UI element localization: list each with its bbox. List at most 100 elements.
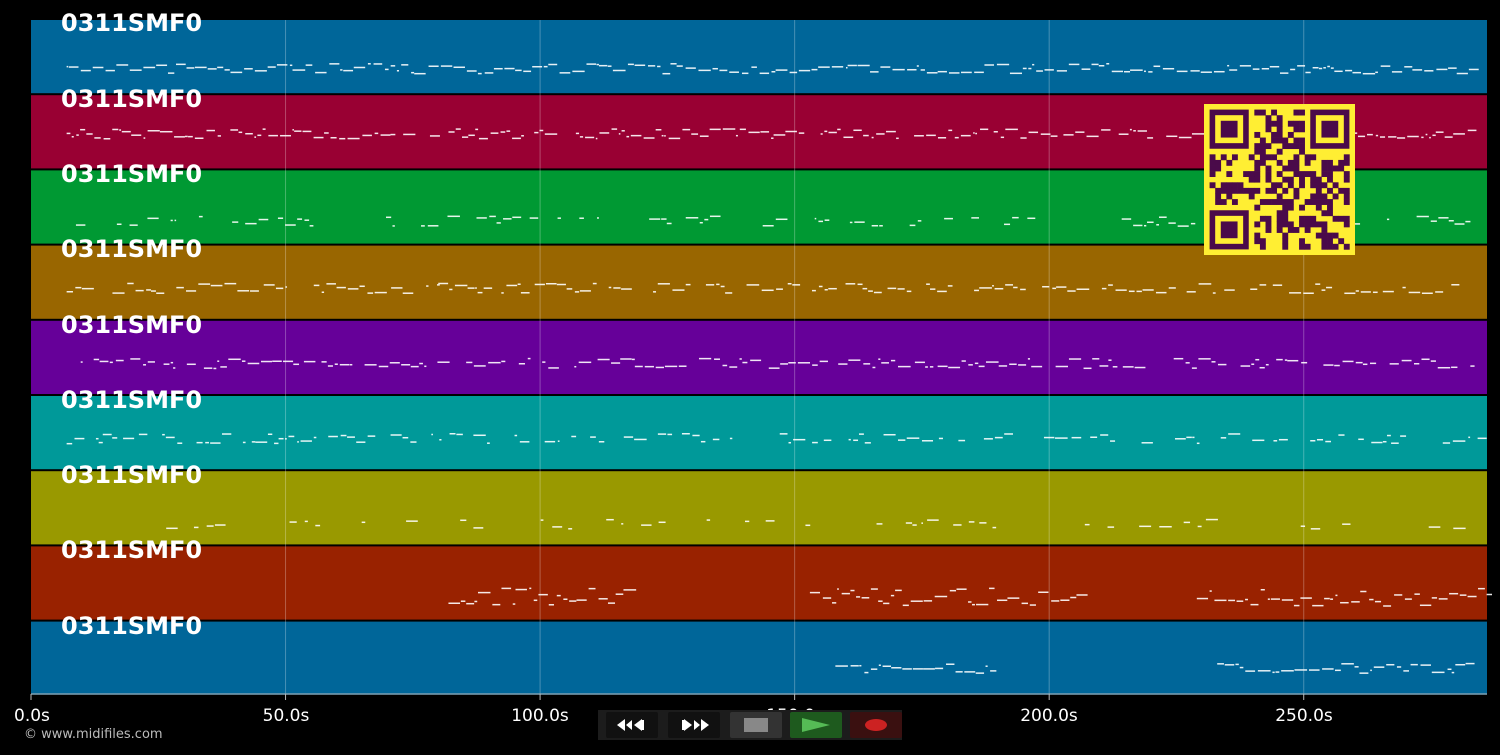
note-mark bbox=[313, 136, 324, 139]
note-mark bbox=[1009, 72, 1023, 75]
note-mark bbox=[523, 70, 532, 73]
note-mark bbox=[775, 69, 788, 71]
note-mark bbox=[515, 588, 527, 591]
note-mark bbox=[429, 135, 440, 137]
note-mark bbox=[1375, 134, 1379, 137]
qr-module bbox=[1287, 143, 1294, 150]
note-mark bbox=[1284, 359, 1288, 361]
qr-module bbox=[1310, 199, 1317, 205]
note-mark bbox=[232, 221, 239, 223]
qr-module bbox=[1215, 159, 1222, 166]
note-mark bbox=[1036, 70, 1043, 72]
note-mark bbox=[1431, 671, 1445, 674]
note-mark bbox=[198, 283, 211, 285]
note-mark bbox=[75, 224, 86, 226]
track-label: 0311SMF0 bbox=[61, 160, 203, 188]
note-mark bbox=[1173, 357, 1184, 360]
note-mark bbox=[1055, 365, 1068, 368]
note-mark bbox=[1424, 70, 1434, 72]
note-mark bbox=[1147, 221, 1154, 224]
note-mark bbox=[864, 671, 869, 674]
note-mark bbox=[186, 290, 197, 292]
note-mark bbox=[980, 128, 989, 131]
qr-module bbox=[1215, 187, 1222, 194]
note-mark bbox=[1449, 592, 1459, 595]
note-mark bbox=[159, 130, 173, 133]
note-mark bbox=[811, 68, 818, 71]
qr-module bbox=[1327, 199, 1333, 205]
note-mark bbox=[315, 524, 321, 527]
note-mark bbox=[557, 440, 560, 442]
record-button[interactable] bbox=[850, 712, 902, 738]
note-mark bbox=[976, 603, 989, 606]
note-mark bbox=[334, 363, 338, 365]
qr-module bbox=[1248, 154, 1255, 161]
qr-module bbox=[1231, 187, 1238, 194]
note-mark bbox=[1142, 289, 1154, 291]
qr-module bbox=[1226, 171, 1233, 178]
note-mark bbox=[623, 589, 637, 591]
note-mark bbox=[206, 525, 214, 527]
note-mark bbox=[1421, 292, 1433, 295]
qr-module bbox=[1248, 176, 1255, 183]
note-mark bbox=[349, 363, 353, 366]
qr-module bbox=[1327, 165, 1333, 172]
note-mark bbox=[1454, 223, 1465, 225]
qr-module bbox=[1293, 120, 1300, 127]
play-button[interactable] bbox=[790, 712, 842, 738]
note-mark bbox=[595, 137, 598, 140]
note-mark bbox=[518, 363, 526, 365]
qr-module bbox=[1299, 137, 1305, 144]
note-mark bbox=[406, 520, 418, 522]
stop-icon bbox=[744, 718, 768, 732]
note-mark bbox=[1431, 597, 1438, 599]
qr-module bbox=[1293, 137, 1300, 144]
fast-forward-button[interactable] bbox=[668, 712, 720, 738]
note-mark bbox=[477, 72, 482, 75]
note-mark bbox=[863, 363, 871, 365]
note-mark bbox=[1379, 136, 1386, 138]
note-mark bbox=[1357, 135, 1366, 138]
note-mark bbox=[1435, 291, 1444, 293]
qr-module bbox=[1343, 176, 1350, 183]
note-mark bbox=[92, 66, 104, 69]
stop-button[interactable] bbox=[730, 712, 782, 738]
qr-module bbox=[1343, 187, 1350, 194]
note-mark bbox=[339, 363, 350, 366]
note-mark bbox=[985, 361, 999, 363]
rewind-button[interactable] bbox=[606, 712, 658, 738]
note-mark bbox=[75, 286, 82, 289]
note-mark bbox=[74, 437, 85, 440]
note-mark bbox=[1318, 67, 1323, 70]
note-mark bbox=[414, 72, 426, 75]
qr-module bbox=[1287, 182, 1294, 189]
note-mark bbox=[868, 290, 873, 292]
note-mark bbox=[1000, 136, 1005, 139]
note-mark bbox=[1467, 595, 1477, 598]
note-mark bbox=[297, 441, 299, 443]
qr-module bbox=[1209, 159, 1216, 166]
note-mark bbox=[315, 71, 327, 74]
note-mark bbox=[309, 225, 314, 227]
note-mark bbox=[1260, 588, 1265, 591]
note-mark bbox=[262, 128, 266, 130]
note-mark bbox=[1448, 67, 1457, 69]
note-mark bbox=[477, 591, 491, 594]
note-mark bbox=[1239, 666, 1244, 669]
note-mark bbox=[1421, 136, 1424, 139]
note-mark bbox=[1370, 669, 1372, 672]
note-mark bbox=[1397, 137, 1406, 139]
note-mark bbox=[579, 136, 584, 138]
note-mark bbox=[143, 66, 156, 69]
note-mark bbox=[330, 136, 337, 139]
note-mark bbox=[1052, 287, 1057, 290]
note-mark bbox=[1162, 67, 1175, 70]
note-mark bbox=[1159, 216, 1167, 218]
qr-module bbox=[1265, 199, 1272, 205]
note-mark bbox=[1042, 285, 1050, 288]
note-mark bbox=[105, 69, 115, 72]
note-mark bbox=[1273, 440, 1278, 442]
note-mark bbox=[1032, 63, 1035, 66]
note-mark bbox=[274, 442, 279, 445]
note-mark bbox=[611, 362, 621, 364]
